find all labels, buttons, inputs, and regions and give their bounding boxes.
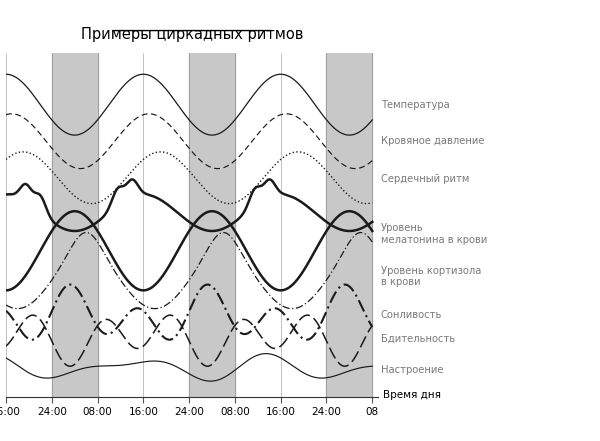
Text: Время дня: Время дня [383, 390, 440, 400]
Text: Температура: Температура [381, 100, 449, 110]
Text: Бдительность: Бдительность [381, 333, 455, 344]
Text: Уровень кортизола
в крови: Уровень кортизола в крови [381, 266, 481, 288]
Bar [189, 53, 235, 397]
Text: Настроение: Настроение [381, 365, 443, 375]
Bar [52, 53, 98, 397]
Title: Примеры циркадных ритмов: Примеры циркадных ритмов [81, 27, 303, 42]
Text: Сердечный ритм: Сердечный ритм [381, 174, 469, 184]
Text: Уровень
мелатонина в крови: Уровень мелатонина в крови [381, 223, 487, 245]
Text: Кровяное давление: Кровяное давление [381, 136, 484, 146]
Text: Сонливость: Сонливость [381, 310, 442, 320]
Bar [326, 53, 372, 397]
